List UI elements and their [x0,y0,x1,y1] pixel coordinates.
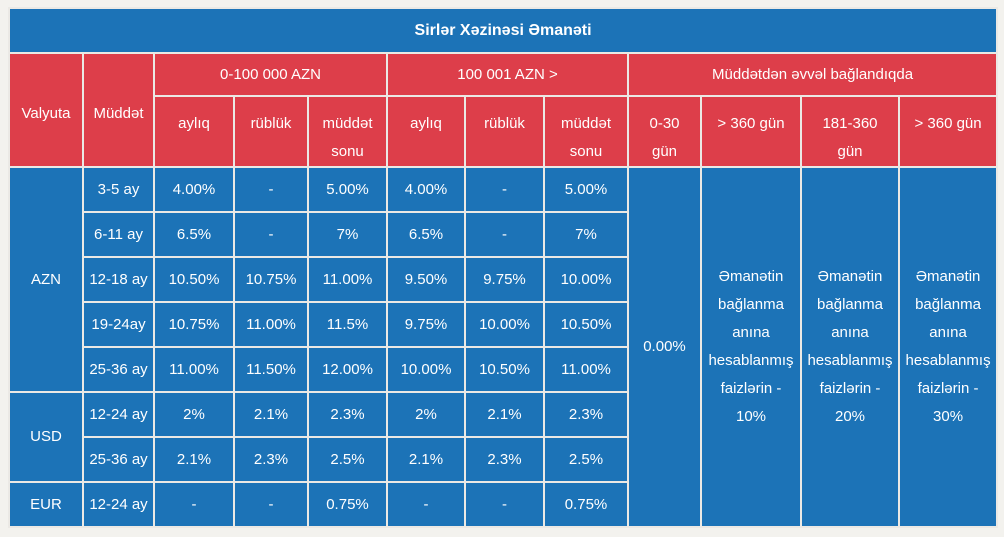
rate-cell: 9.75% [386,301,466,348]
rate-cell: 10.50% [543,301,629,348]
header-range-0-100000: 0-100 000 AZN [153,52,388,97]
early-closure-rate-0-30: 0.00% [627,166,702,528]
term-cell: 3-5 ay [82,166,155,213]
subheader-end-of-term-2: müddət sonu [543,95,629,168]
rate-cell: 2.1% [233,391,309,438]
rate-cell: 2.1% [386,436,466,483]
rate-cell: 2.5% [307,436,388,483]
early-closure-note-181-360: Əmanətin bağlanma anına hesablanmış faiz… [800,166,900,528]
subheader-monthly-1: aylıq [153,95,235,168]
rate-cell: 10.75% [233,256,309,303]
table-title: Sirlər Xəzinəsi Əmanəti [7,7,999,54]
rate-cell: 10.50% [153,256,235,303]
subheader-quarterly-2: rüblük [464,95,545,168]
rate-cell: 6.5% [153,211,235,258]
term-cell: 12-24 ay [82,481,155,528]
term-cell: 25-36 ay [82,436,155,483]
term-cell: 25-36 ay [82,346,155,393]
rate-cell: - [386,481,466,528]
rate-cell: - [464,481,545,528]
rate-cell: 2.5% [543,436,629,483]
subheader-gt-360-days-1: > 360 gün [700,95,802,168]
rate-cell: 11.00% [233,301,309,348]
rate-cell: 11.00% [543,346,629,393]
rate-cell: 10.50% [464,346,545,393]
header-currency: Valyuta [8,52,84,168]
term-cell: 19-24ay [82,301,155,348]
rate-cell: 6.5% [386,211,466,258]
currency-cell-eur: EUR [8,481,84,528]
term-cell: 12-24 ay [82,391,155,438]
header-term: Müddət [82,52,155,168]
currency-cell-usd: USD [8,391,84,483]
rate-cell: - [233,481,309,528]
rate-cell: 2.3% [233,436,309,483]
rate-cell: 2.3% [543,391,629,438]
subheader-monthly-2: aylıq [386,95,466,168]
rate-cell: 2% [153,391,235,438]
rate-cell: 2.3% [307,391,388,438]
term-cell: 6-11 ay [82,211,155,258]
rate-cell: 7% [543,211,629,258]
subheader-0-30-days: 0-30 gün [627,95,702,168]
term-cell: 12-18 ay [82,256,155,303]
rate-cell: 11.50% [233,346,309,393]
rate-cell: - [233,211,309,258]
rate-cell: 10.75% [153,301,235,348]
rate-cell: 0.75% [307,481,388,528]
rate-cell: 10.00% [386,346,466,393]
rate-cell: - [153,481,235,528]
rate-cell: 10.00% [464,301,545,348]
rate-cell: 4.00% [153,166,235,213]
early-closure-note-gt-360-a: Əmanətin bağlanma anına hesablanmış faiz… [700,166,802,528]
rate-cell: 4.00% [386,166,466,213]
rate-cell: - [233,166,309,213]
rate-cell: 2.1% [464,391,545,438]
rate-cell: - [464,166,545,213]
rate-cell: 9.75% [464,256,545,303]
subheader-end-of-term-1: müddət sonu [307,95,388,168]
rate-cell: 12.00% [307,346,388,393]
rate-cell: 5.00% [543,166,629,213]
header-range-100001-plus: 100 001 AZN > [386,52,629,97]
subheader-quarterly-1: rüblük [233,95,309,168]
subheader-181-360-days: 181-360 gün [800,95,900,168]
subheader-gt-360-days-2: > 360 gün [897,95,999,168]
rate-cell: 2.3% [464,436,545,483]
currency-cell-azn: AZN [8,166,84,393]
rate-cell: 2% [386,391,466,438]
rate-cell: 0.75% [543,481,629,528]
rate-cell: - [464,211,545,258]
early-closure-note-gt-360-b: Əmanətin bağlanma anına hesablanmış faiz… [897,166,999,528]
header-early-closure: Müddətdən əvvəl bağlandıqda [626,52,999,97]
rates-table: Sirlər Xəzinəsi Əmanəti Valyuta Müddət 0… [7,7,999,528]
rate-cell: 11.00% [307,256,388,303]
rate-cell: 11.5% [307,301,388,348]
rate-cell: 7% [307,211,388,258]
rate-cell: 2.1% [153,436,235,483]
rate-cell: 9.50% [386,256,466,303]
rate-cell: 10.00% [543,256,629,303]
rate-cell: 11.00% [153,346,235,393]
rate-cell: 5.00% [307,166,388,213]
